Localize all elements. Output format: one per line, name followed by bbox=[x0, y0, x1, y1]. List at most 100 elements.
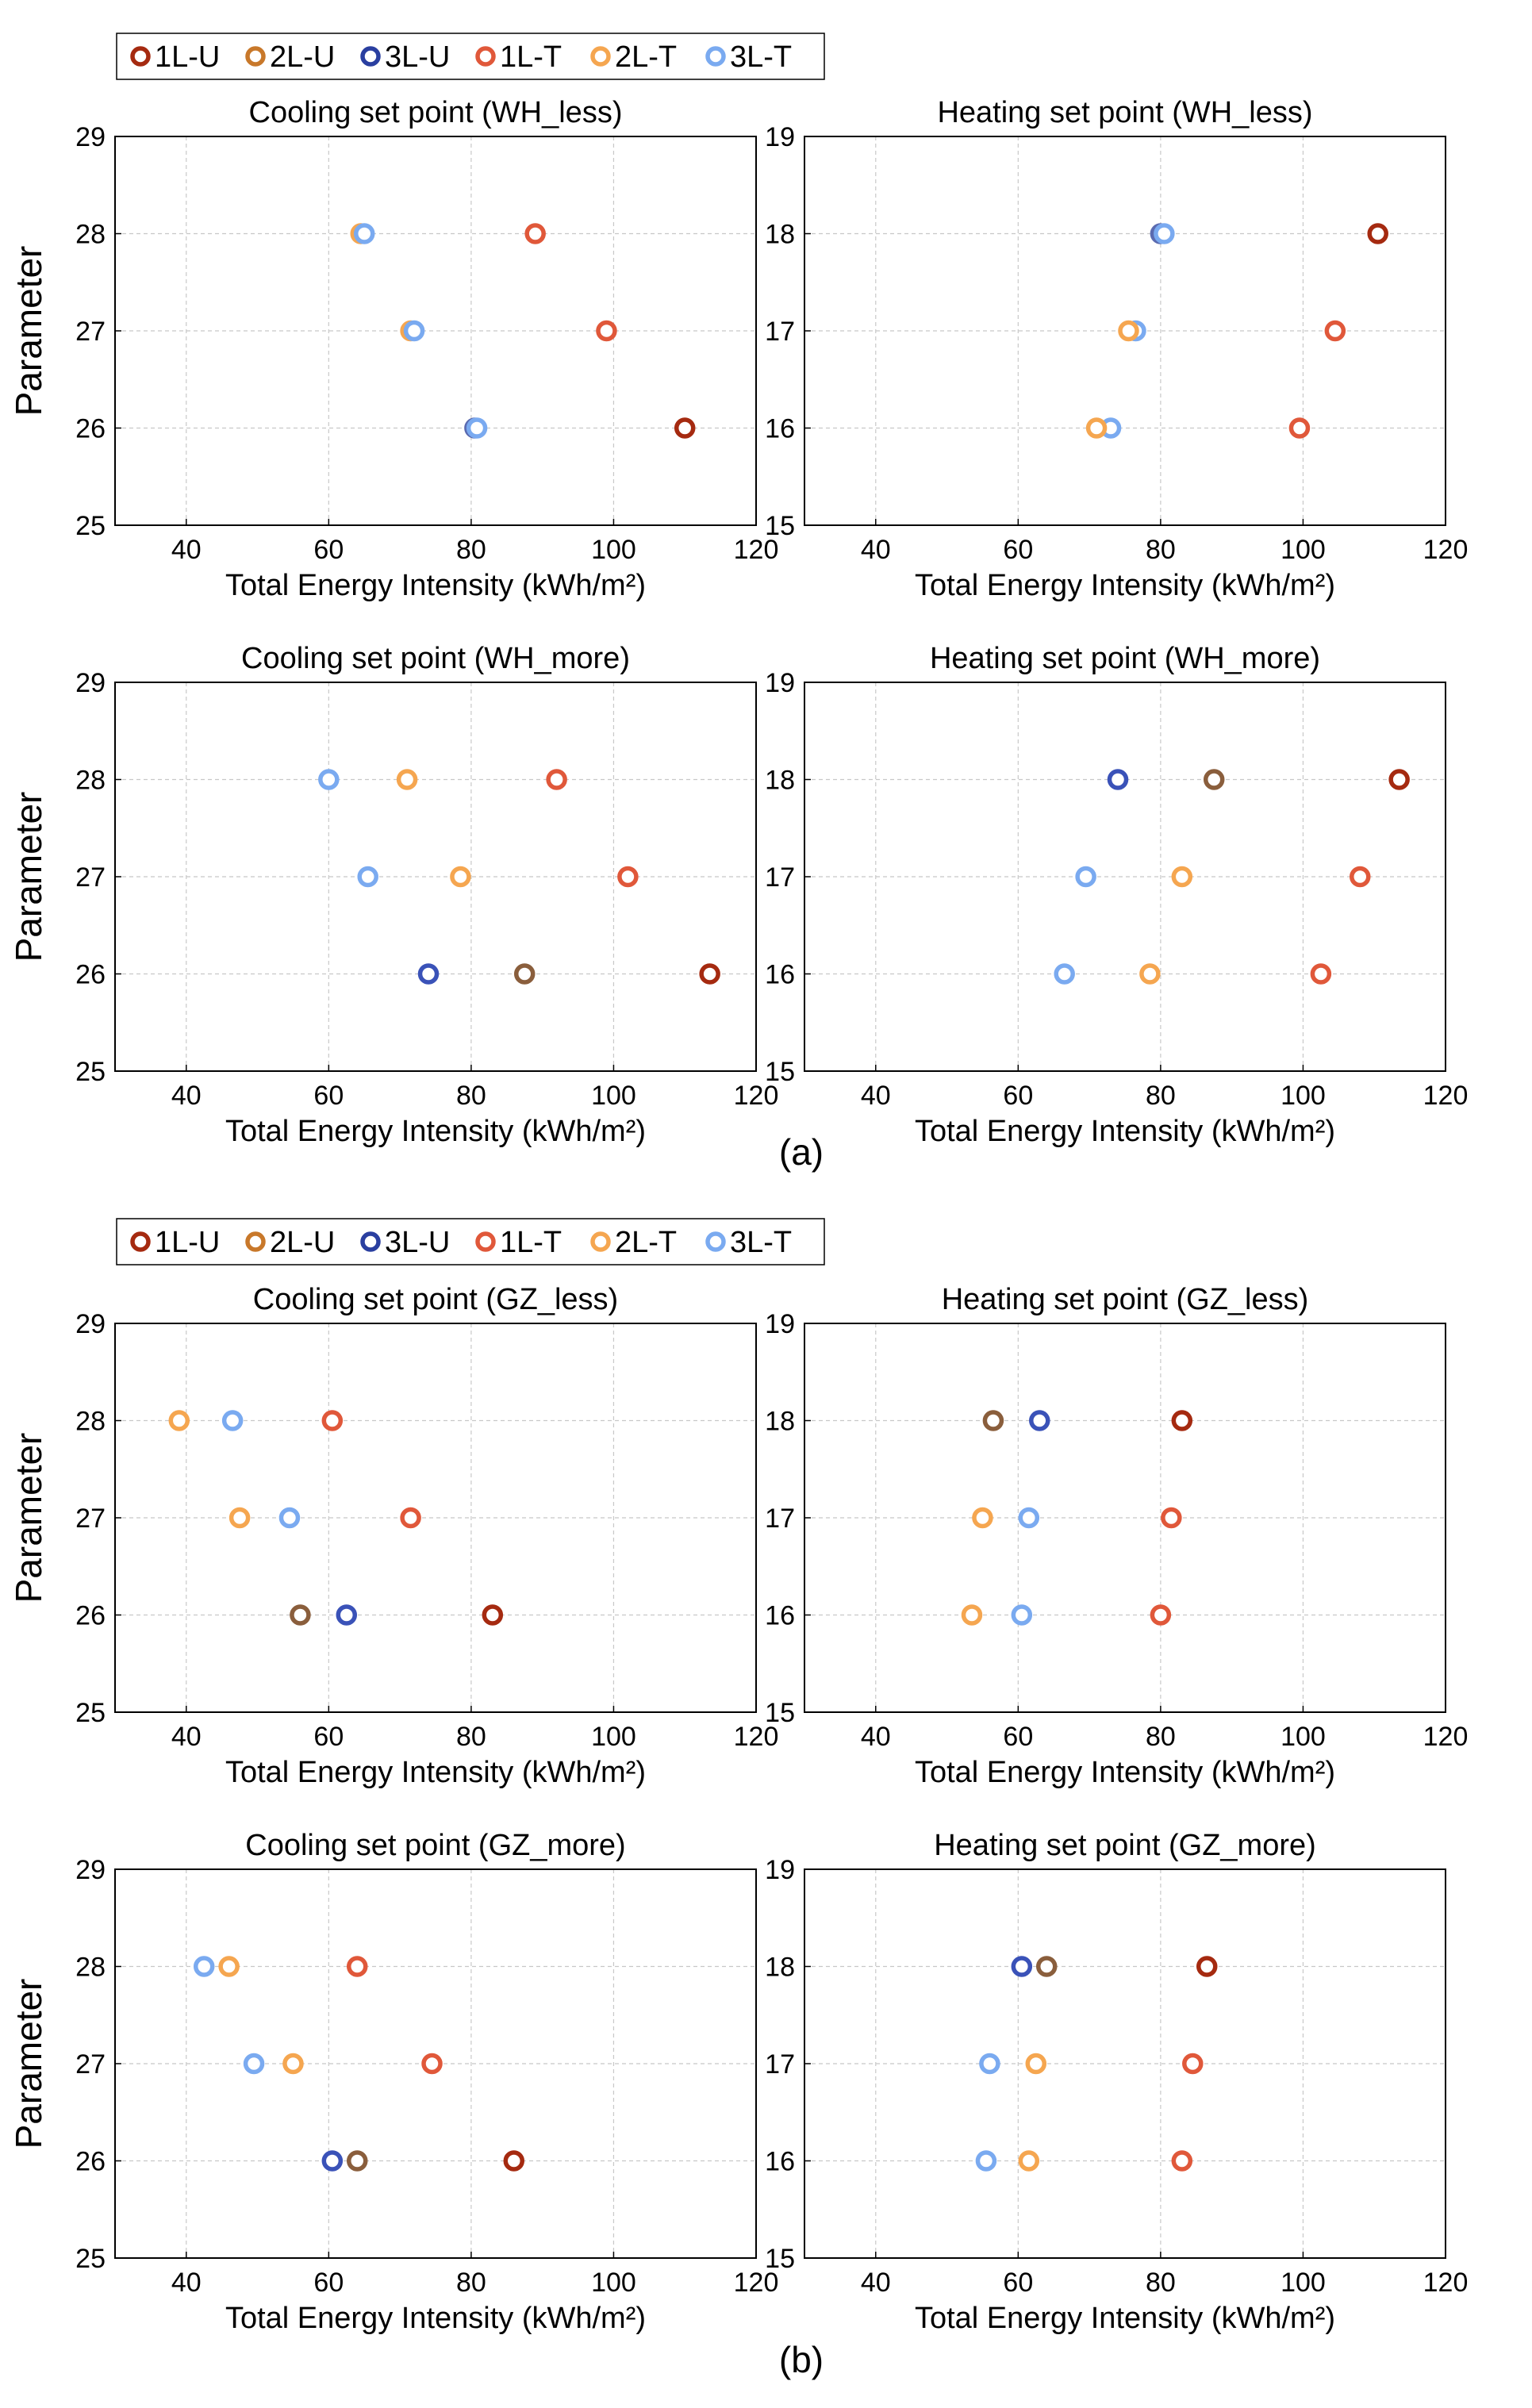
y-axis-label: Parameter bbox=[8, 246, 49, 417]
x-tick-label: 120 bbox=[1423, 1722, 1469, 1752]
data-point bbox=[1018, 2150, 1040, 2172]
data-point bbox=[1029, 1410, 1050, 1431]
series-2L-U bbox=[290, 1604, 311, 1626]
series-1L-T bbox=[1310, 866, 1371, 985]
y-tick-label: 18 bbox=[765, 1953, 795, 1983]
series-2L-T bbox=[961, 1507, 993, 1626]
legend-label: 1L-U bbox=[155, 1226, 220, 1259]
chart-panel-8: 40 60 80 100 120 15 16 17 18 19 Heating set point … bbox=[765, 1829, 1468, 2335]
y-tick-label: 19 bbox=[765, 122, 795, 152]
y-tick-label: 26 bbox=[75, 2147, 106, 2177]
data-point bbox=[1011, 1956, 1033, 1977]
series-3L-U bbox=[336, 1604, 358, 1626]
y-tick-label: 28 bbox=[75, 766, 106, 796]
legend-marker bbox=[705, 46, 726, 67]
data-point bbox=[1288, 417, 1311, 439]
x-axis-label: Total Energy Intensity (kWh/m²) bbox=[225, 1115, 646, 1148]
series-1L-U bbox=[1196, 1956, 1218, 1977]
y-tick-label: 27 bbox=[75, 1504, 106, 1534]
legend-marker bbox=[475, 46, 496, 67]
data-point bbox=[972, 1507, 993, 1529]
data-point bbox=[218, 1956, 240, 1977]
x-tick-label: 120 bbox=[734, 535, 779, 565]
y-tick-label: 25 bbox=[75, 1698, 106, 1728]
data-point bbox=[278, 1507, 301, 1529]
series-3L-T bbox=[193, 1956, 265, 2075]
y-tick-label: 29 bbox=[75, 1309, 106, 1339]
chart-title: Cooling set point (WH_more) bbox=[241, 642, 630, 675]
y-axis-label: Parameter bbox=[8, 1433, 49, 1603]
x-tick-label: 120 bbox=[734, 2268, 779, 2298]
chart-title: Cooling set point (GZ_less) bbox=[253, 1283, 618, 1316]
x-tick-label: 60 bbox=[313, 2268, 344, 2298]
data-point bbox=[421, 2053, 443, 2075]
grid-lines bbox=[115, 1869, 756, 2258]
data-point bbox=[346, 1956, 368, 1977]
legend-1: 1L-U 2L-U 3L-U 1L-T 2L-T 3L-T bbox=[116, 33, 825, 80]
series-3L-T bbox=[975, 2053, 1000, 2172]
data-point bbox=[417, 963, 440, 985]
x-tick-label: 80 bbox=[456, 535, 486, 565]
x-tick-label: 60 bbox=[1003, 2268, 1033, 2298]
x-tick-label: 100 bbox=[1281, 1722, 1326, 1752]
legend-label: 2L-T bbox=[615, 1226, 677, 1259]
chart-title: Heating set point (GZ_less) bbox=[942, 1283, 1309, 1316]
x-tick-label: 60 bbox=[1003, 1081, 1033, 1111]
legend-marker bbox=[245, 46, 266, 67]
y-tick-label: 16 bbox=[765, 414, 795, 444]
data-point bbox=[1018, 1507, 1040, 1529]
series-1L-U bbox=[503, 2150, 525, 2172]
x-axis-label: Total Energy Intensity (kWh/m²) bbox=[915, 1115, 1335, 1148]
x-tick-label: 120 bbox=[734, 1722, 779, 1752]
x-tick-label: 100 bbox=[1281, 1081, 1326, 1111]
data-point bbox=[699, 963, 720, 985]
x-axis-label: Total Energy Intensity (kWh/m²) bbox=[915, 2302, 1335, 2335]
series-3L-T bbox=[1011, 1507, 1040, 1626]
series-2L-U bbox=[982, 1410, 1004, 1431]
data-point bbox=[318, 769, 340, 790]
data-point bbox=[674, 417, 696, 439]
x-tick-label: 120 bbox=[1423, 1081, 1469, 1111]
panel-label-a: (a) bbox=[779, 1131, 824, 1173]
legend-label: 1L-T bbox=[500, 40, 562, 74]
series-1L-U bbox=[482, 1604, 504, 1626]
data-point bbox=[346, 2150, 368, 2172]
y-tick-label: 26 bbox=[75, 960, 106, 990]
series-2L-T bbox=[168, 1410, 251, 1529]
data-point bbox=[228, 1507, 251, 1529]
series-3L-U bbox=[417, 963, 440, 985]
chart-panel-7: 40 60 80 100 120 25 26 27 28 29 Cooling set point … bbox=[8, 1829, 778, 2335]
data-point bbox=[403, 320, 425, 342]
x-tick-label: 60 bbox=[313, 1081, 344, 1111]
data-point bbox=[357, 866, 378, 888]
y-tick-label: 25 bbox=[75, 511, 106, 541]
data-point bbox=[1035, 1956, 1058, 1977]
data-point bbox=[290, 1604, 311, 1626]
y-tick-label: 17 bbox=[765, 862, 795, 893]
series-3L-U bbox=[321, 2150, 344, 2172]
x-tick-label: 80 bbox=[1146, 1081, 1176, 1111]
data-point bbox=[1139, 963, 1161, 985]
data-point bbox=[1171, 1410, 1193, 1431]
y-tick-label: 27 bbox=[75, 317, 106, 347]
series-2L-T bbox=[218, 1956, 304, 2075]
y-tick-label: 19 bbox=[765, 668, 795, 698]
series-3L-T bbox=[353, 223, 488, 439]
legend-label: 3L-T bbox=[730, 40, 792, 74]
data-point bbox=[1171, 2150, 1193, 2172]
y-axis-label: Parameter bbox=[8, 792, 49, 962]
data-point bbox=[1310, 963, 1332, 985]
y-tick-label: 29 bbox=[75, 1855, 106, 1885]
data-point bbox=[1350, 866, 1371, 888]
y-axis-label: Parameter bbox=[8, 1979, 49, 2149]
legend-label: 3L-U bbox=[385, 40, 450, 74]
chart-panel-3: 40 60 80 100 120 25 26 27 28 29 Cooling set point … bbox=[8, 642, 778, 1148]
data-point bbox=[617, 866, 639, 888]
chart-title: Heating set point (WH_more) bbox=[930, 642, 1320, 675]
legend-marker bbox=[360, 1231, 381, 1252]
data-point bbox=[221, 1410, 244, 1431]
y-tick-label: 17 bbox=[765, 2049, 795, 2080]
x-tick-label: 40 bbox=[171, 2268, 202, 2298]
y-tick-label: 18 bbox=[765, 1407, 795, 1437]
